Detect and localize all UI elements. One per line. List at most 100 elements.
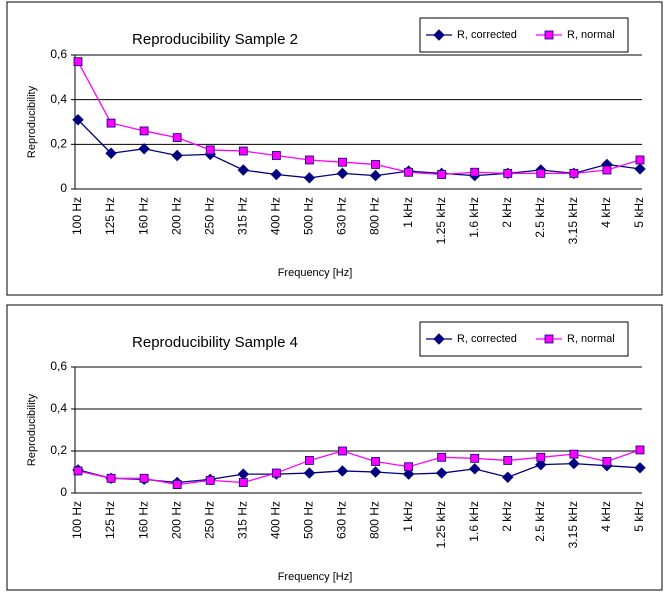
marker — [238, 478, 248, 487]
marker — [270, 168, 283, 181]
marker — [305, 456, 314, 465]
marker — [238, 146, 248, 156]
marker — [536, 452, 546, 462]
marker — [138, 143, 150, 155]
marker — [369, 169, 382, 182]
y-tick-label: 0,6 — [50, 359, 67, 373]
marker — [271, 468, 281, 478]
x-tick-label: 250 Hz — [202, 197, 216, 235]
marker — [404, 167, 413, 177]
x-tick-label: 3.15 kHz — [566, 501, 580, 548]
x-tick-label: 630 Hz — [335, 197, 349, 235]
marker — [171, 149, 183, 162]
marker — [544, 334, 554, 344]
x-tick-label: 100 Hz — [70, 197, 84, 235]
x-tick-label: 2.5 kHz — [533, 501, 547, 542]
legend — [419, 321, 629, 357]
marker — [635, 155, 645, 165]
y-tick-label: 0 — [60, 485, 67, 499]
marker — [433, 333, 445, 345]
marker — [303, 172, 316, 184]
marker — [106, 118, 116, 128]
marker — [634, 163, 646, 175]
marker — [502, 471, 514, 483]
y-tick-label: 0,6 — [50, 47, 67, 61]
y-tick-label: 0,4 — [50, 401, 67, 415]
marker — [338, 157, 347, 167]
marker — [105, 147, 117, 159]
x-axis-label: Frequency [Hz] — [278, 571, 353, 583]
x-tick-label: 500 Hz — [302, 197, 316, 235]
marker — [371, 457, 380, 466]
x-tick-label: 200 Hz — [169, 501, 183, 539]
x-tick-label: 315 Hz — [235, 197, 249, 235]
x-tick-label: 800 Hz — [368, 501, 382, 539]
x-tick-label: 160 Hz — [136, 501, 150, 539]
y-axis-label: Reproducibility — [26, 393, 38, 466]
marker — [139, 473, 149, 483]
x-tick-label: 250 Hz — [202, 501, 216, 539]
marker — [535, 458, 547, 471]
marker — [172, 480, 182, 490]
marker — [602, 165, 612, 175]
marker — [303, 467, 316, 479]
legend-label: R, normal — [567, 29, 615, 41]
marker — [338, 446, 347, 456]
marker — [72, 114, 84, 126]
y-tick-label: 0,2 — [50, 137, 67, 151]
x-axis-label: Frequency [Hz] — [278, 267, 353, 279]
x-tick-label: 1 kHz — [401, 197, 415, 228]
x-tick-label: 1.25 kHz — [434, 197, 448, 244]
legend-label: R, corrected — [457, 333, 517, 345]
y-tick-label: 0,4 — [50, 92, 67, 106]
x-tick-label: 125 Hz — [103, 197, 117, 235]
chart: 0 0,2 0,4 0,6 100 Hz 125 Hz 160 Hz 200 Hz 250 Hz… — [6, 1, 663, 296]
y-axis-label: Reproducibility — [26, 85, 38, 158]
marker — [470, 453, 480, 463]
x-tick-label: 100 Hz — [70, 501, 84, 539]
marker — [437, 452, 447, 462]
marker — [634, 462, 646, 474]
legend-label: R, normal — [567, 333, 615, 345]
marker — [536, 168, 546, 178]
marker — [635, 445, 645, 455]
x-tick-label: 3.15 kHz — [566, 197, 580, 244]
marker — [503, 456, 513, 465]
marker — [568, 457, 580, 470]
marker — [503, 168, 513, 178]
x-tick-label: 5 kHz — [632, 501, 646, 532]
x-tick-label: 2 kHz — [500, 501, 514, 532]
x-tick-label: 1.6 kHz — [467, 501, 481, 542]
marker — [271, 151, 281, 160]
marker — [433, 29, 445, 41]
marker — [435, 467, 448, 479]
marker — [544, 30, 554, 40]
marker — [602, 457, 612, 466]
marker — [569, 449, 579, 459]
x-tick-label: 800 Hz — [368, 197, 382, 235]
x-tick-label: 1 kHz — [401, 501, 415, 532]
marker — [404, 462, 413, 472]
marker — [437, 170, 447, 179]
x-tick-label: 630 Hz — [335, 501, 349, 539]
marker — [237, 164, 250, 176]
marker — [172, 133, 182, 143]
marker — [73, 466, 83, 476]
x-tick-label: 125 Hz — [103, 501, 117, 539]
x-tick-label: 2.5 kHz — [533, 197, 547, 238]
series-line — [77, 449, 641, 486]
marker — [106, 473, 116, 483]
y-tick-label: 0 — [60, 181, 67, 195]
x-tick-label: 2 kHz — [500, 197, 514, 228]
chart-title: Reproducibility Sample 4 — [132, 334, 298, 351]
chart-title: Reproducibility Sample 2 — [132, 31, 298, 48]
marker — [468, 463, 481, 475]
x-tick-label: 200 Hz — [169, 197, 183, 235]
marker — [305, 155, 314, 165]
marker — [139, 126, 149, 136]
series-line — [77, 61, 641, 176]
marker — [336, 465, 349, 477]
series-line — [77, 119, 641, 179]
x-tick-label: 160 Hz — [136, 197, 150, 235]
